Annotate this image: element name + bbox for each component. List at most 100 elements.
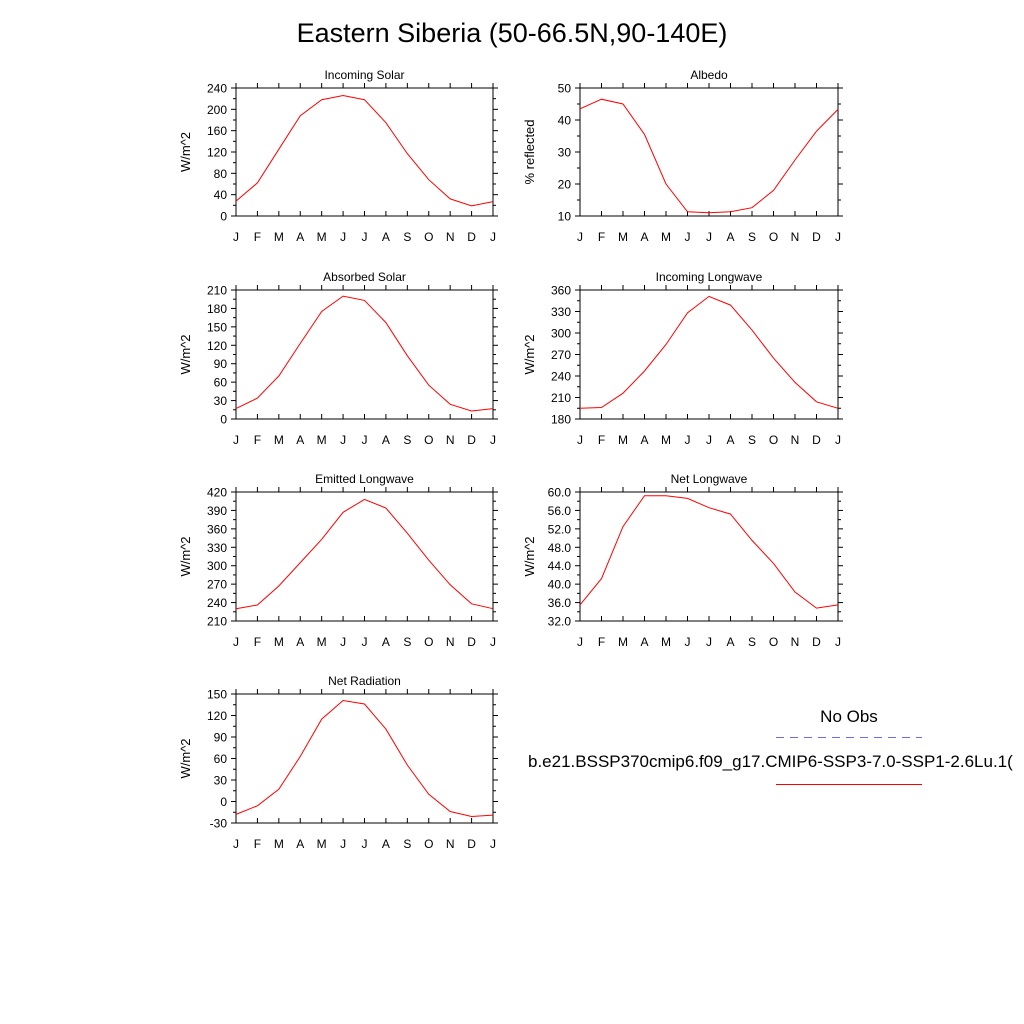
x-tick-label: M: [618, 635, 628, 649]
chart-title: Incoming Solar: [324, 68, 404, 82]
x-tick-label: A: [382, 433, 390, 447]
x-tick-label: J: [490, 837, 496, 851]
x-tick-label: J: [233, 837, 239, 851]
x-tick-label: D: [812, 635, 821, 649]
y-tick-label: 90: [214, 357, 228, 371]
x-tick-label: J: [685, 635, 691, 649]
x-tick-label: M: [274, 635, 284, 649]
x-tick-label: J: [490, 433, 496, 447]
y-tick-label: 120: [207, 146, 227, 160]
x-tick-label: M: [317, 230, 327, 244]
series-line: [235, 94, 494, 207]
x-tick-label: A: [382, 230, 390, 244]
y-tick-label: 20: [558, 178, 572, 192]
x-tick-label: J: [233, 433, 239, 447]
x-tick-label: D: [812, 433, 821, 447]
x-tick-label: O: [424, 837, 433, 851]
y-tick-label: 360: [207, 522, 227, 536]
y-tick-label: 52.0: [548, 522, 572, 536]
y-tick-label: 56.0: [548, 504, 572, 518]
series-line: [579, 495, 839, 609]
y-tick-label: 60: [214, 752, 228, 766]
y-tick-label: 300: [207, 559, 227, 573]
x-tick-label: S: [748, 433, 756, 447]
y-tick-label: 240: [207, 82, 227, 96]
x-tick-label: M: [317, 433, 327, 447]
x-tick-label: S: [403, 837, 411, 851]
x-tick-label: J: [233, 230, 239, 244]
x-tick-label: J: [362, 230, 368, 244]
x-tick-label: N: [791, 433, 800, 447]
chart-title: Net Longwave: [671, 472, 748, 486]
x-tick-label: N: [791, 635, 800, 649]
x-tick-label: O: [424, 635, 433, 649]
plot-frame: [235, 87, 494, 217]
y-axis-label: W/m^2: [522, 334, 537, 374]
y-tick-label: 330: [551, 305, 571, 319]
x-tick-label: J: [340, 433, 346, 447]
plot-frame: [579, 87, 839, 217]
x-tick-label: J: [340, 635, 346, 649]
x-tick-label: M: [317, 635, 327, 649]
plot-frame: [235, 491, 494, 622]
x-tick-label: J: [835, 433, 841, 447]
x-tick-label: A: [726, 230, 734, 244]
x-tick-label: J: [577, 635, 583, 649]
y-tick-label: 150: [207, 688, 227, 702]
x-tick-label: S: [403, 230, 411, 244]
series-line: [235, 498, 494, 610]
y-tick-label: 30: [214, 774, 228, 788]
x-tick-label: N: [446, 837, 455, 851]
x-tick-label: J: [490, 230, 496, 244]
y-tick-label: 360: [551, 284, 571, 298]
x-tick-label: J: [340, 230, 346, 244]
y-tick-label: 40: [214, 188, 228, 202]
x-tick-label: O: [424, 230, 433, 244]
y-tick-label: 50: [558, 82, 572, 96]
y-tick-label: 44.0: [548, 559, 572, 573]
x-tick-label: M: [661, 635, 671, 649]
y-tick-label: 210: [551, 391, 571, 405]
x-tick-label: F: [598, 635, 605, 649]
figure-title: Eastern Siberia (50-66.5N,90-140E): [296, 18, 728, 48]
x-tick-label: J: [362, 433, 368, 447]
chart-title: Emitted Longwave: [315, 472, 414, 486]
y-tick-label: 0: [220, 795, 227, 809]
x-tick-label: J: [362, 635, 368, 649]
x-tick-label: J: [362, 837, 368, 851]
x-tick-label: J: [835, 230, 841, 244]
series-line: [579, 98, 839, 214]
x-tick-label: F: [598, 433, 605, 447]
x-tick-label: S: [403, 433, 411, 447]
y-axis-label: W/m^2: [178, 334, 193, 374]
x-tick-label: S: [748, 230, 756, 244]
chart-title: Incoming Longwave: [656, 270, 763, 284]
x-tick-label: O: [769, 635, 778, 649]
legend-model-label: b.e21.BSSP370cmip6.f09_g17.CMIP6-SSP3-7.…: [528, 752, 1013, 771]
y-tick-label: 240: [207, 596, 227, 610]
series-line: [235, 295, 494, 412]
x-tick-label: J: [685, 230, 691, 244]
plot-frame: [579, 491, 839, 622]
y-tick-label: 32.0: [548, 615, 572, 629]
x-tick-label: A: [382, 635, 390, 649]
y-tick-label: 60: [214, 376, 228, 390]
y-tick-label: 270: [207, 578, 227, 592]
x-tick-label: D: [467, 837, 476, 851]
legend: No Obs b.e21.BSSP370cmip6.f09_g17.CMIP6-…: [528, 707, 1013, 785]
y-tick-label: 90: [214, 731, 228, 745]
x-tick-label: J: [577, 230, 583, 244]
x-tick-label: D: [812, 230, 821, 244]
x-tick-label: N: [446, 635, 455, 649]
x-tick-label: M: [274, 230, 284, 244]
plot-frame: [235, 289, 494, 420]
x-tick-label: M: [661, 230, 671, 244]
y-tick-label: 330: [207, 541, 227, 555]
chart-title: Net Radiation: [328, 674, 401, 688]
